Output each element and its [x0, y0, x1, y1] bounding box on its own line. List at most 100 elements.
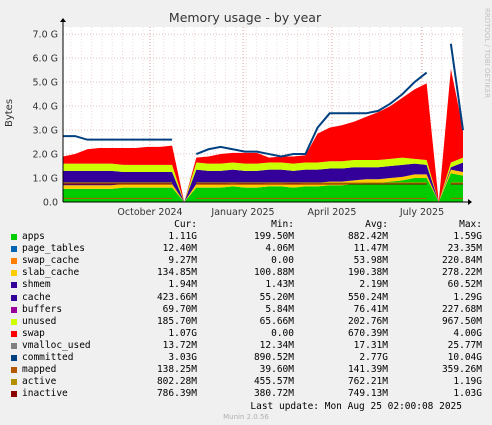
y-tick-label: 3.0 G: [33, 126, 59, 137]
legend-header: Cur: Min: Avg: Max:: [0, 219, 492, 231]
legend-value-avg: 11.47M: [353, 243, 388, 255]
area-slab: [63, 169, 463, 202]
y-tick-label: 7.0 G: [33, 30, 59, 41]
area-swap: [63, 68, 463, 202]
y-axis-label: Bytes: [4, 99, 15, 127]
last-update: Last update: Mon Aug 25 02:00:08 2025: [250, 401, 462, 412]
legend-row-swap: swap 1.07G 0.00 670.39M 4.00G: [0, 328, 492, 340]
committed-line: [63, 43, 464, 158]
x-tick-label: July 2025: [399, 207, 444, 218]
legend-value-avg: 2.77G: [359, 352, 388, 364]
legend-value-avg: 53.98M: [353, 255, 388, 267]
legend-value-cur: 69.70M: [162, 303, 197, 315]
y-tick-label: 0.0: [43, 198, 58, 209]
col-avg-header: Avg:: [365, 219, 388, 230]
y-tick-labels: 0.0 1.0 G 2.0 G 3.0 G 4.0 G 5.0 G 6.0 G 7.0 G: [33, 30, 59, 209]
legend-swatch: [11, 258, 17, 265]
x-tick-label: January 2025: [210, 207, 274, 218]
legend-value-min: 890.52M: [253, 352, 294, 364]
legend-row-unused: unused 185.70M 65.66M 202.76M 967.50M: [0, 316, 492, 328]
legend-row-inactive: inactive 786.39M 380.72M 749.13M 1.03G: [0, 388, 492, 400]
legend-value-min: 455.57M: [253, 376, 294, 388]
legend-label: active: [22, 376, 57, 388]
legend-label: apps: [22, 231, 45, 243]
legend-label: swap: [22, 327, 45, 339]
legend-label: inactive: [22, 388, 68, 400]
legend-label: mapped: [22, 364, 57, 376]
x-tick-labels: October 2024 January 2025 April 2025 July 2…: [117, 207, 444, 218]
legend-swatch: [11, 342, 17, 349]
legend-value-max: 359.26M: [441, 364, 482, 376]
legend-label: cache: [22, 291, 51, 303]
x-axis-arrow: [468, 199, 472, 205]
legend-row-committed: committed 3.03G 890.52M 2.77G 10.04G: [0, 352, 492, 364]
legend-value-max: 967.50M: [441, 315, 482, 327]
legend-value-cur: 9.27M: [168, 255, 197, 267]
stacked-areas: [63, 68, 463, 202]
legend-swatch: [11, 391, 17, 398]
legend-swatch: [11, 367, 17, 374]
legend-swatch: [11, 355, 17, 362]
legend-value-avg: 749.13M: [347, 388, 388, 400]
legend-row-slab-cache: slab_cache 134.85M 100.88M 190.38M 278.22M: [0, 267, 492, 279]
legend-row-buffers: buffers 69.70M 5.84M 76.41M 227.68M: [0, 304, 492, 316]
legend-value-cur: 1.07G: [168, 327, 197, 339]
legend-value-cur: 12.40M: [162, 243, 197, 255]
legend-row-apps: apps 1.11G 199.50M 882.42M 1.59G: [0, 231, 492, 243]
legend-value-avg: 202.76M: [347, 315, 388, 327]
legend-value-max: 227.68M: [441, 303, 482, 315]
y-tick-label: 6.0 G: [33, 54, 59, 65]
legend-value-min: 0.00: [271, 255, 294, 267]
memory-usage-chart: Memory usage - by year Bytes RRDTOOL / T…: [4, 8, 491, 218]
legend-value-avg: 17.31M: [353, 339, 388, 351]
legend-value-min: 1.43M: [265, 279, 294, 291]
legend-value-max: 278.22M: [441, 267, 482, 279]
legend-value-min: 55.20M: [259, 291, 294, 303]
col-max-header: Max:: [459, 219, 482, 230]
legend-swatch: [11, 294, 17, 301]
y-tick-label: 1.0 G: [33, 174, 59, 185]
col-cur-header: Cur:: [174, 219, 197, 230]
legend-value-cur: 13.72M: [162, 339, 197, 351]
legend-row-vmalloc-used: vmalloc_used 13.72M 12.34M 17.31M 25.77M: [0, 340, 492, 352]
axes: [60, 18, 472, 205]
legend-value-avg: 2.19M: [359, 279, 388, 291]
legend-value-max: 220.84M: [441, 255, 482, 267]
legend-row-active: active 802.28M 455.57M 762.21M 1.19G: [0, 376, 492, 388]
committed-series-line: [63, 43, 464, 158]
legend-value-min: 100.88M: [253, 267, 294, 279]
chart-title: Memory usage - by year: [169, 10, 322, 25]
col-min-header: Min:: [271, 219, 294, 230]
legend-value-cur: 423.66M: [156, 291, 197, 303]
legend-label: slab_cache: [22, 267, 80, 279]
munin-version: Munin 2.0.56: [223, 413, 269, 421]
legend-value-max: 23.35M: [447, 243, 482, 255]
area-apps: [63, 173, 463, 202]
legend-label: page_tables: [22, 243, 85, 255]
area-unused: [63, 157, 463, 202]
legend-row-mapped: mapped 138.25M 39.60M 141.39M 359.26M: [0, 364, 492, 376]
legend-swatch: [11, 306, 17, 313]
legend-swatch: [11, 330, 17, 337]
legend-row-page-tables: page_tables 12.40M 4.06M 11.47M 23.35M: [0, 243, 492, 255]
legend-swatch: [11, 318, 17, 325]
legend-value-min: 199.50M: [253, 231, 294, 243]
legend-value-max: 1.29G: [453, 291, 482, 303]
legend-value-avg: 882.42M: [347, 231, 388, 243]
legend-value-cur: 3.03G: [168, 352, 197, 364]
area-cache: [63, 162, 463, 202]
legend-value-cur: 185.70M: [156, 315, 197, 327]
legend-label: swap_cache: [22, 255, 80, 267]
legend-value-min: 4.06M: [265, 243, 294, 255]
legend-value-avg: 550.24M: [347, 291, 388, 303]
legend-swatch: [11, 246, 17, 253]
legend-label: buffers: [22, 303, 63, 315]
legend-value-max: 60.52M: [447, 279, 482, 291]
legend-value-min: 65.66M: [259, 315, 294, 327]
legend-value-cur: 134.85M: [156, 267, 197, 279]
rrdtool-credit: RRDTOOL / TOBI OETIKER: [483, 8, 491, 98]
legend-value-min: 12.34M: [259, 339, 294, 351]
legend-label: shmem: [22, 279, 51, 291]
legend-swatch: [11, 270, 17, 277]
legend-row-shmem: shmem 1.94M 1.43M 2.19M 60.52M: [0, 279, 492, 291]
